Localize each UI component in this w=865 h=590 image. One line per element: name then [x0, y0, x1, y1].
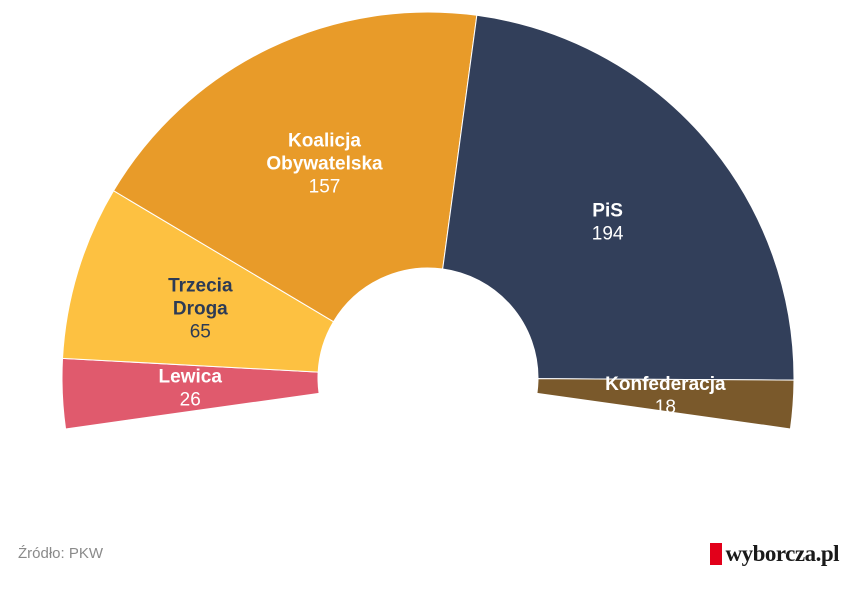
label-value-lewica: 26: [180, 390, 201, 411]
label-value-koalicja-obywatelska: 157: [309, 177, 341, 198]
label-name-pis-0: PiS: [592, 200, 623, 221]
label-value-trzecia-droga: 65: [190, 322, 211, 343]
label-value-konfederacja: 18: [655, 397, 676, 418]
slice-koalicja-obywatelska: [112, 11, 478, 323]
label-name-konfederacja-0: Konfederacja: [605, 374, 726, 395]
slice-konfederacja: [536, 378, 795, 430]
label-value-pis: 194: [592, 223, 624, 244]
wyborcza-logo: wyborcza.pl: [710, 540, 839, 568]
slice-pis: [442, 14, 795, 381]
slice-trzecia-droga: [62, 190, 335, 373]
label-name-koalicja-obywatelska-0: Koalicja: [288, 131, 361, 152]
label-name-trzecia-droga-0: Trzecia: [168, 276, 233, 297]
chart-slices: [61, 11, 795, 430]
label-name-trzecia-droga-1: Droga: [173, 299, 228, 320]
logo-text: wyborcza.pl: [725, 541, 839, 566]
source-note: Źródło: PKW: [18, 545, 104, 562]
label-name-lewica-0: Lewica: [159, 367, 223, 388]
label-name-koalicja-obywatelska-1: Obywatelska: [266, 154, 383, 175]
logo-red-mark: [710, 543, 723, 565]
